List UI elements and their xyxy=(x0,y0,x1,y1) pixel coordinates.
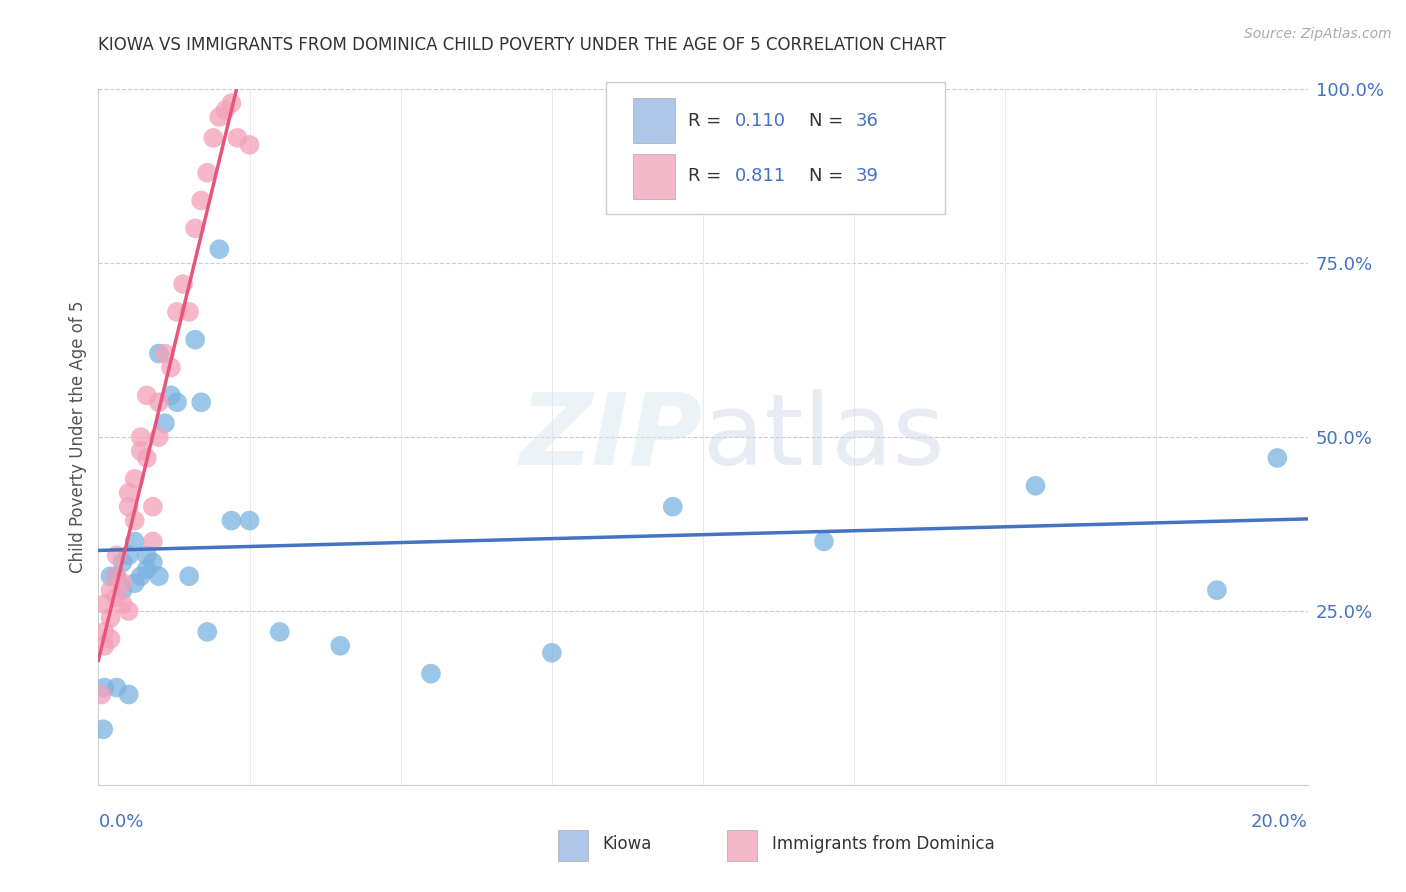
Point xyxy=(153,416,176,430)
Point xyxy=(202,131,225,145)
Text: R =: R = xyxy=(689,112,727,129)
Point xyxy=(208,242,231,256)
Point xyxy=(118,688,141,702)
Point xyxy=(160,360,183,375)
Point xyxy=(179,305,201,319)
Point xyxy=(172,277,194,291)
Point xyxy=(129,430,152,444)
Text: N =: N = xyxy=(810,167,849,186)
Point xyxy=(118,604,141,618)
FancyBboxPatch shape xyxy=(633,153,675,199)
Text: Kiowa: Kiowa xyxy=(603,835,652,853)
Point xyxy=(100,583,122,598)
FancyBboxPatch shape xyxy=(558,830,588,862)
Point xyxy=(142,534,165,549)
Point xyxy=(111,597,134,611)
Point xyxy=(239,137,262,152)
Point xyxy=(124,472,146,486)
Point xyxy=(239,514,262,528)
Point xyxy=(661,500,683,514)
Point xyxy=(179,569,201,583)
Point xyxy=(1267,450,1289,465)
Point xyxy=(105,549,128,563)
Point xyxy=(221,514,243,528)
Point xyxy=(118,549,141,563)
Point xyxy=(148,569,170,583)
Point xyxy=(208,110,231,124)
FancyBboxPatch shape xyxy=(633,98,675,143)
Point xyxy=(148,430,170,444)
Point xyxy=(135,549,157,563)
Point xyxy=(269,624,291,639)
Point xyxy=(111,583,134,598)
Point xyxy=(124,534,146,549)
Text: 36: 36 xyxy=(855,112,879,129)
Point xyxy=(184,221,207,235)
Point xyxy=(93,639,115,653)
Point xyxy=(100,632,122,646)
Point xyxy=(142,555,165,569)
Y-axis label: Child Poverty Under the Age of 5: Child Poverty Under the Age of 5 xyxy=(69,301,87,574)
Text: 20.0%: 20.0% xyxy=(1251,813,1308,830)
Point xyxy=(118,500,141,514)
Point xyxy=(90,688,112,702)
Point xyxy=(221,96,243,111)
Point xyxy=(105,590,128,604)
Point xyxy=(93,597,115,611)
FancyBboxPatch shape xyxy=(606,82,945,214)
Point xyxy=(93,624,115,639)
Point xyxy=(1024,479,1046,493)
Text: 39: 39 xyxy=(855,167,879,186)
Point xyxy=(540,646,562,660)
Text: N =: N = xyxy=(810,112,849,129)
Text: 0.110: 0.110 xyxy=(734,112,786,129)
Point xyxy=(111,555,134,569)
Point xyxy=(166,395,188,409)
Point xyxy=(153,346,176,360)
Point xyxy=(1206,583,1229,598)
Point xyxy=(420,666,443,681)
Point xyxy=(226,131,249,145)
Point xyxy=(135,562,157,576)
Point xyxy=(195,624,218,639)
Point xyxy=(135,450,157,465)
Point xyxy=(135,388,157,402)
Point xyxy=(100,611,122,625)
Point xyxy=(148,395,170,409)
Point xyxy=(813,534,835,549)
Point xyxy=(214,103,236,117)
Point xyxy=(105,681,128,695)
Point xyxy=(105,569,128,583)
Point xyxy=(118,485,141,500)
Point xyxy=(100,569,122,583)
Point xyxy=(190,395,212,409)
Point xyxy=(105,569,128,583)
Text: 0.811: 0.811 xyxy=(734,167,786,186)
Point xyxy=(195,166,218,180)
Point xyxy=(111,576,134,591)
FancyBboxPatch shape xyxy=(727,830,758,862)
Point xyxy=(129,444,152,458)
Point xyxy=(329,639,352,653)
Point xyxy=(129,569,152,583)
Point xyxy=(160,388,183,402)
Point xyxy=(91,723,114,737)
Point xyxy=(148,346,170,360)
Point xyxy=(166,305,188,319)
Text: Immigrants from Dominica: Immigrants from Dominica xyxy=(772,835,994,853)
Point xyxy=(184,333,207,347)
Text: atlas: atlas xyxy=(703,389,945,485)
Text: KIOWA VS IMMIGRANTS FROM DOMINICA CHILD POVERTY UNDER THE AGE OF 5 CORRELATION C: KIOWA VS IMMIGRANTS FROM DOMINICA CHILD … xyxy=(98,36,946,54)
Point xyxy=(142,500,165,514)
Text: Source: ZipAtlas.com: Source: ZipAtlas.com xyxy=(1244,27,1392,41)
Point xyxy=(124,576,146,591)
Point xyxy=(124,514,146,528)
Text: ZIP: ZIP xyxy=(520,389,703,485)
Point xyxy=(190,194,212,208)
Text: R =: R = xyxy=(689,167,727,186)
Point xyxy=(93,681,115,695)
Text: 0.0%: 0.0% xyxy=(98,813,143,830)
